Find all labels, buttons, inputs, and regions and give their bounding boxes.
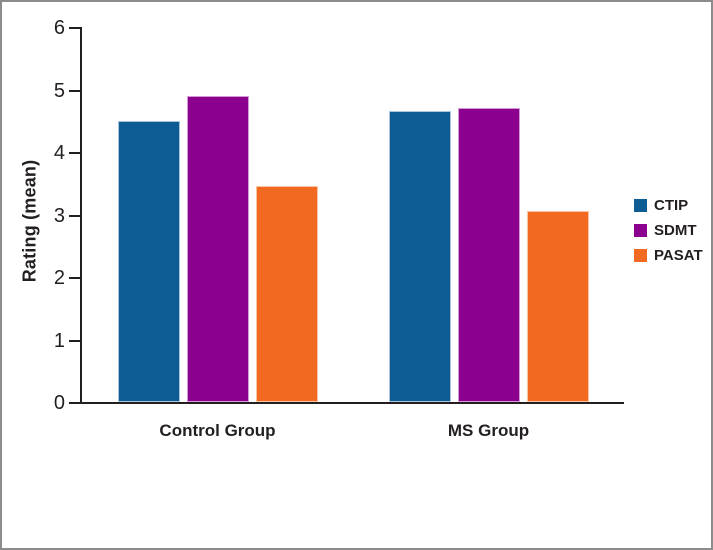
bar-pasat-ms-group [526,211,589,402]
legend-swatch-sdmt [634,223,647,237]
x-axis-label-ms-group: MS Group [447,421,530,440]
legend-label-sdmt: SDMT [654,221,697,239]
bar-sdmt-ms-group [457,108,520,402]
legend-swatch-ctip [634,198,647,212]
y-tick-mark-6 [69,27,80,29]
bar-pasat-control-group [255,186,318,402]
y-tick-mark-3 [69,214,80,217]
legend-label-ctip: CTIP [654,196,689,214]
y-tick-mark-5 [69,89,80,92]
legend-swatch-pasat [634,248,647,262]
y-tick-label-1: 1 [53,329,65,352]
y-tick-label-5: 5 [53,79,65,102]
y-tick-label-0: 0 [53,392,65,414]
legend-label-pasat: PASAT [654,246,703,264]
legend: CTIP SDMT PASAT [634,196,703,273]
x-axis-label-control-group: Control Group [159,421,276,440]
bar-sdmt-control-group [186,95,249,402]
y-tick-mark-2 [69,277,80,279]
y-tick-label-3: 3 [53,204,65,227]
legend-item-sdmt: SDMT [634,221,703,239]
bar-ctip-ms-group [388,111,451,402]
legend-item-pasat: PASAT [634,246,703,264]
y-tick-mark-1 [69,339,80,342]
y-tick-mark-4 [69,152,80,154]
y-tick-mark-0 [69,402,80,404]
y-tick-label-6: 6 [53,17,65,39]
bar-ctip-control-group [117,120,180,402]
y-tick-label-2: 2 [53,267,65,289]
plot-area [80,27,624,404]
y-tick-label-4: 4 [53,142,65,164]
legend-item-ctip: CTIP [634,196,703,214]
